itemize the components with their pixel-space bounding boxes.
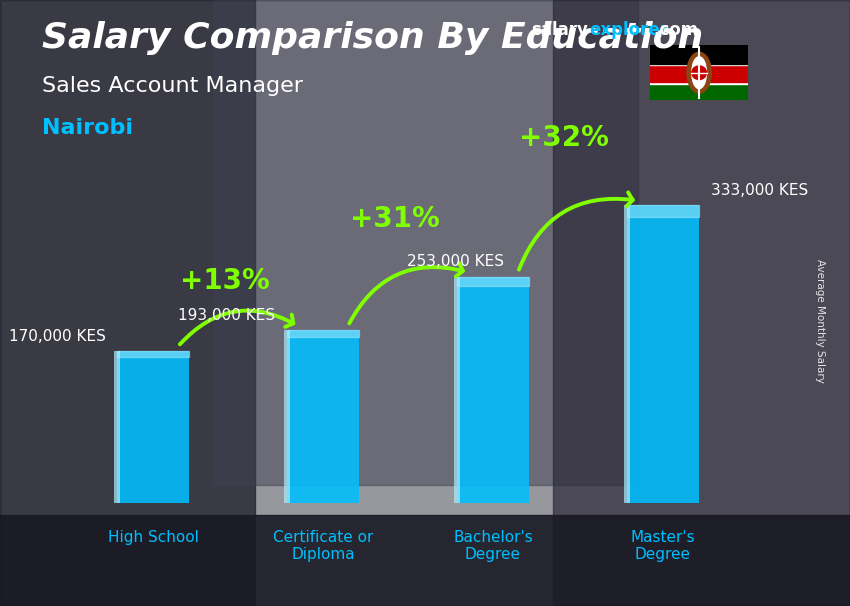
- Bar: [650, 45, 748, 64]
- Bar: [627, 205, 699, 503]
- Text: Sales Account Manager: Sales Account Manager: [42, 76, 303, 96]
- Bar: [455, 277, 460, 503]
- Bar: [115, 351, 120, 503]
- Bar: [117, 351, 189, 357]
- Text: Bachelor's
Degree: Bachelor's Degree: [453, 530, 533, 562]
- Bar: [650, 82, 748, 100]
- Ellipse shape: [687, 52, 711, 93]
- Bar: [650, 80, 748, 84]
- Text: +32%: +32%: [519, 124, 609, 152]
- Bar: [650, 62, 748, 65]
- Text: .com: .com: [653, 21, 698, 39]
- Bar: [625, 205, 630, 503]
- Bar: [650, 64, 748, 82]
- Bar: [457, 277, 529, 285]
- Bar: [212, 0, 638, 485]
- Text: salary: salary: [531, 21, 588, 39]
- Text: +13%: +13%: [179, 267, 269, 295]
- Bar: [0, 0, 255, 606]
- Bar: [285, 330, 290, 503]
- Text: 253,000 KES: 253,000 KES: [407, 255, 504, 270]
- Ellipse shape: [692, 57, 706, 88]
- Bar: [457, 277, 529, 503]
- Text: Certificate or
Diploma: Certificate or Diploma: [273, 530, 373, 562]
- Text: High School: High School: [108, 530, 198, 545]
- Text: Master's
Degree: Master's Degree: [631, 530, 695, 562]
- Text: 333,000 KES: 333,000 KES: [711, 183, 808, 198]
- Text: explorer: explorer: [589, 21, 668, 39]
- Text: 170,000 KES: 170,000 KES: [8, 328, 105, 344]
- Text: +31%: +31%: [349, 204, 439, 233]
- Bar: [627, 205, 699, 217]
- Bar: [117, 351, 189, 503]
- Ellipse shape: [692, 66, 706, 79]
- Bar: [287, 330, 359, 337]
- Bar: [552, 0, 850, 606]
- Text: Salary Comparison By Education: Salary Comparison By Education: [42, 21, 704, 55]
- Text: Average Monthly Salary: Average Monthly Salary: [815, 259, 825, 383]
- Text: Nairobi: Nairobi: [42, 118, 133, 138]
- Bar: [0, 515, 850, 606]
- Bar: [287, 330, 359, 503]
- Text: 193,000 KES: 193,000 KES: [178, 308, 275, 323]
